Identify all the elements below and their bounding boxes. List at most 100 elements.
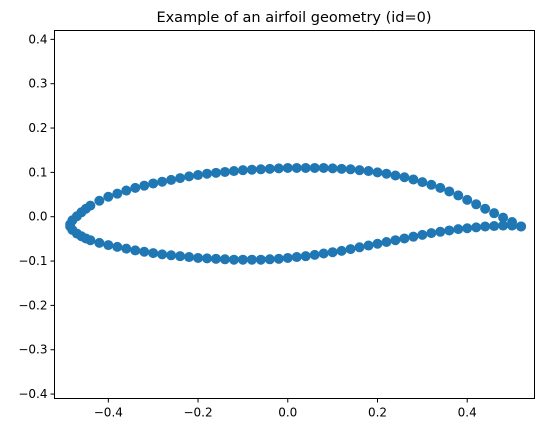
- data-point: [94, 237, 105, 248]
- data-point: [462, 194, 473, 205]
- x-tick-label: −0.2: [183, 406, 212, 420]
- data-point: [399, 233, 410, 244]
- data-point: [219, 166, 230, 177]
- data-point: [139, 180, 150, 191]
- x-tick-label: −0.4: [94, 406, 123, 420]
- data-point: [336, 245, 347, 256]
- data-point: [282, 162, 293, 173]
- data-point: [94, 195, 105, 206]
- x-tick-label: 0.4: [458, 406, 477, 420]
- y-tick-label: −0.3: [18, 343, 47, 357]
- data-point: [157, 176, 168, 187]
- data-point: [202, 253, 213, 264]
- data-point: [184, 171, 195, 182]
- x-tick-label: 0.2: [368, 406, 387, 420]
- data-point: [480, 221, 491, 232]
- data-point: [309, 162, 320, 173]
- data-point: [426, 179, 437, 190]
- data-point: [237, 254, 248, 265]
- y-tick-label: −0.4: [18, 387, 47, 401]
- data-point: [480, 203, 491, 214]
- data-point: [309, 249, 320, 260]
- data-point: [175, 251, 186, 262]
- data-point: [103, 240, 114, 251]
- data-point: [327, 247, 338, 258]
- y-tick-label: 0.3: [28, 77, 47, 91]
- data-point: [372, 167, 383, 178]
- x-tick-label: 0.0: [278, 406, 297, 420]
- data-point: [408, 174, 419, 185]
- data-point: [417, 229, 428, 240]
- data-point: [327, 163, 338, 174]
- data-point: [498, 212, 509, 223]
- data-point: [399, 172, 410, 183]
- data-point: [148, 248, 159, 259]
- data-point: [121, 185, 132, 196]
- data-point: [255, 164, 266, 175]
- y-tick-label: 0.0: [28, 210, 47, 224]
- data-point: [318, 248, 329, 259]
- data-point: [444, 186, 455, 197]
- data-point: [408, 231, 419, 242]
- data-point: [166, 174, 177, 185]
- data-point: [264, 163, 275, 174]
- data-point: [228, 254, 239, 265]
- data-points: [65, 162, 527, 265]
- data-point: [121, 243, 132, 254]
- data-point: [148, 178, 159, 189]
- y-tick-label: −0.2: [18, 298, 47, 312]
- data-point: [139, 246, 150, 257]
- data-point: [489, 208, 500, 219]
- data-point: [498, 220, 509, 231]
- data-point: [390, 235, 401, 246]
- data-point: [516, 221, 527, 232]
- data-point: [471, 199, 482, 210]
- data-point: [193, 170, 204, 181]
- axes-frame: [54, 30, 535, 399]
- data-point: [202, 168, 213, 179]
- chart-title: Example of an airfoil geometry (id=0): [156, 10, 431, 26]
- data-point: [157, 249, 168, 260]
- data-point: [273, 253, 284, 264]
- data-point: [300, 162, 311, 173]
- data-point: [489, 221, 500, 232]
- data-point: [381, 168, 392, 179]
- data-point: [507, 220, 518, 231]
- data-point: [318, 162, 329, 173]
- x-axis: −0.4 −0.2 0.0 0.2 0.4: [94, 398, 477, 420]
- data-point: [175, 173, 186, 184]
- data-point: [85, 235, 96, 246]
- data-point: [112, 241, 123, 252]
- data-point: [300, 251, 311, 262]
- data-point: [354, 242, 365, 253]
- data-point: [282, 252, 293, 263]
- data-point: [390, 170, 401, 181]
- data-point: [354, 165, 365, 176]
- data-point: [130, 182, 141, 193]
- data-point: [237, 165, 248, 176]
- data-point: [228, 166, 239, 177]
- data-point: [130, 245, 141, 256]
- data-point: [363, 166, 374, 177]
- data-point: [435, 182, 446, 193]
- data-point: [426, 228, 437, 239]
- data-point: [211, 167, 221, 178]
- data-point: [417, 177, 428, 188]
- data-point: [291, 252, 302, 263]
- data-point: [345, 164, 356, 175]
- y-axis: −0.4 −0.3 −0.2 −0.1 0.0 0.1 0.2 0.3 0.4: [18, 32, 55, 401]
- data-point: [273, 163, 284, 174]
- data-point: [193, 252, 204, 263]
- data-point: [246, 254, 257, 265]
- data-point: [435, 226, 446, 237]
- data-point: [246, 164, 257, 175]
- data-point: [112, 188, 123, 199]
- data-point: [462, 223, 473, 234]
- data-point: [372, 238, 383, 249]
- data-point: [336, 163, 347, 174]
- data-point: [264, 254, 275, 265]
- data-point: [345, 244, 356, 255]
- data-point: [211, 253, 221, 264]
- data-point: [471, 222, 482, 233]
